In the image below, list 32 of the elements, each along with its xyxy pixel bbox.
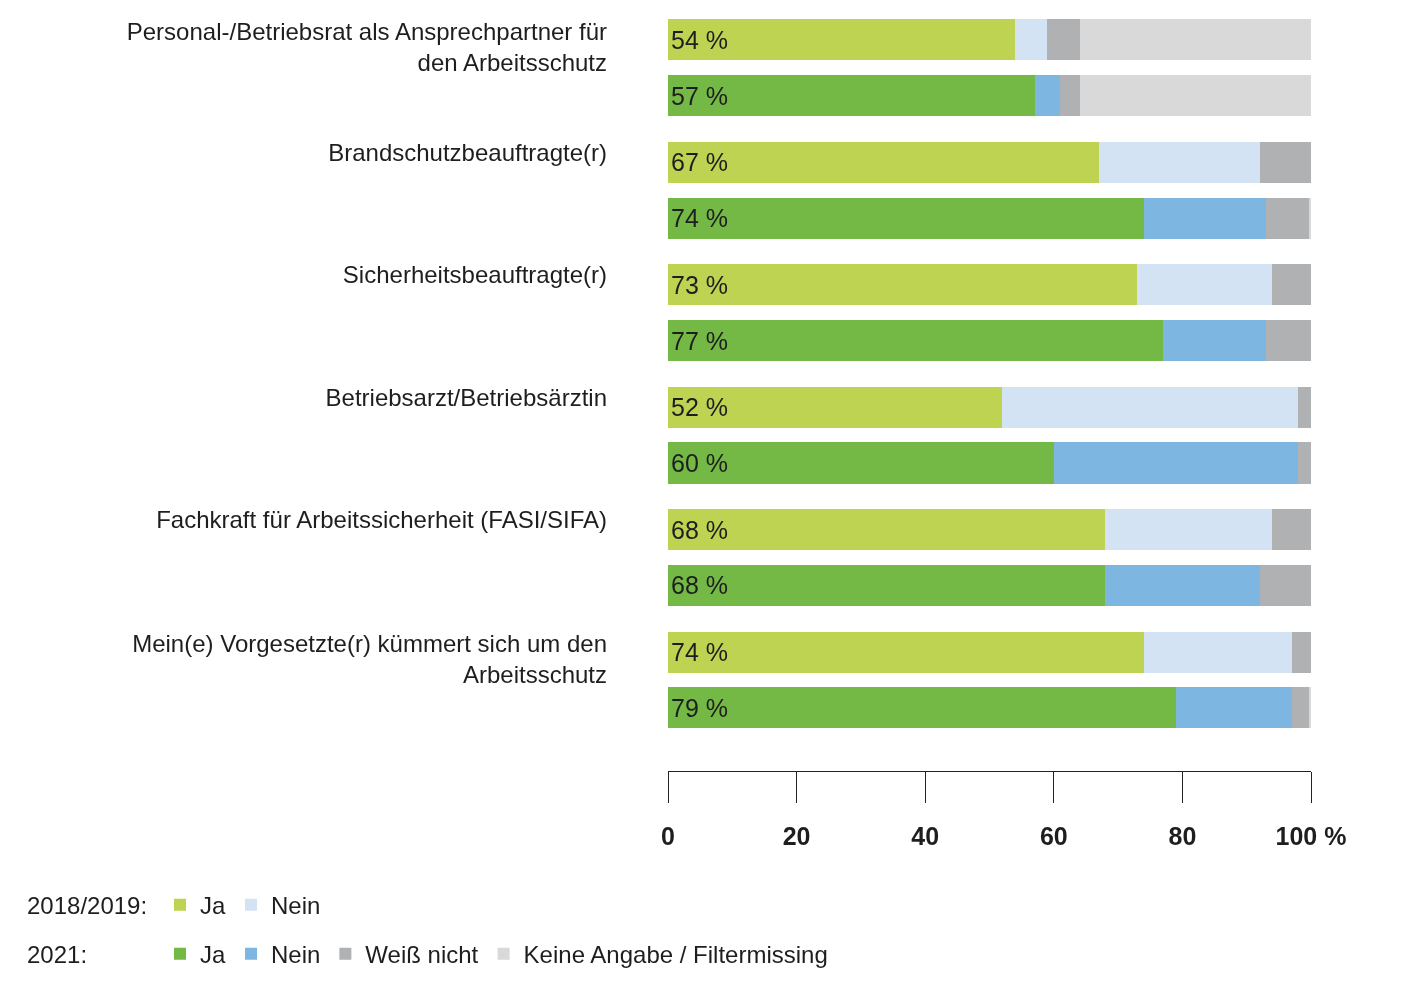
y-tick-label: Personal-/Betriebsrat als Ansprechpartner für den Arbeitsschutz [126,17,608,76]
data-label: 68 % [671,571,728,600]
data-label: 79 % [671,693,728,722]
data-label: 54 % [671,25,728,54]
x-tick-label: 100 % [1275,822,1347,851]
legend-label: Ja [200,892,226,920]
x-tick-label: 20 [782,822,811,851]
data-label: 60 % [671,449,728,478]
y-tick-label: Brandschutzbeauftragte(r) [328,138,607,166]
y-tick-label: Mein(e) Vorgesetzte(r) kümmert sich um den Arbeitsschutz [132,629,607,689]
x-tick-label: 40 [911,822,940,851]
data-label: 77 % [671,326,728,355]
legend-label: Keine Angabe / Filtermissing [523,941,828,969]
y-tick-label: Sicherheitsbeauftragte(r) [342,261,607,289]
y-tick-label: Betriebsarzt/Betriebsärztin [325,383,607,411]
x-tick-label: 80 [1168,822,1197,851]
x-tick-label: 0 [661,822,675,851]
data-label: 74 % [671,638,728,667]
text: 2021: [27,941,88,968]
text: 2018/2019: [27,892,148,919]
data-label: 67 % [671,148,728,177]
legend-label: Nein [271,892,321,920]
data-label: 52 % [671,393,728,422]
data-label: 73 % [671,270,728,299]
x-tick-label: 60 [1039,822,1068,851]
y-tick-label: Fachkraft für Arbeitssicherheit (FASI/SIFA) [156,506,607,534]
legend-label: Weiß nicht [365,941,479,969]
legend-label: Nein [271,941,321,969]
data-label: 57 % [671,81,728,110]
data-label: 74 % [671,204,728,233]
data-label: 68 % [671,515,728,544]
legend-label: Ja [200,941,226,969]
